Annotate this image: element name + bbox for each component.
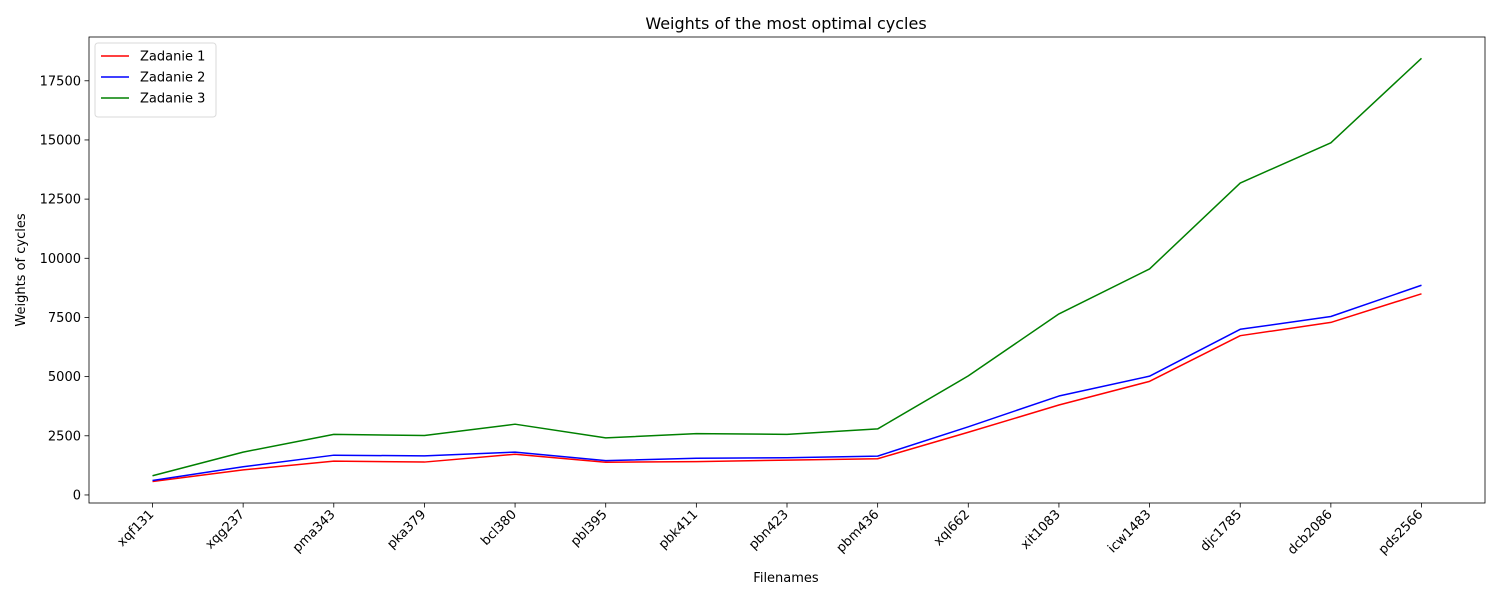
chart-title: Weights of the most optimal cycles — [645, 14, 926, 33]
y-tick-label: 5000 — [48, 370, 81, 385]
legend: Zadanie 1 Zadanie 2 Zadanie 3 — [94, 42, 217, 118]
y-axis: 0 2500 5000 7500 10000 12500 15000 17500 — [40, 74, 89, 503]
y-axis-title: Weights of cycles — [14, 213, 29, 326]
y-tick-label: 2500 — [48, 429, 81, 444]
y-tick-label: 10000 — [40, 252, 81, 267]
legend-label-2: Zadanie 2 — [140, 71, 205, 86]
y-tick-label: 7500 — [48, 311, 81, 326]
legend-label-1: Zadanie 1 — [140, 50, 205, 65]
y-tick-label: 0 — [73, 488, 81, 503]
series-line-2 — [152, 284, 1422, 482]
y-tick-label: 17500 — [40, 74, 81, 89]
y-tick-label: 15000 — [40, 133, 81, 148]
series-line-1 — [152, 293, 1422, 483]
y-tick-label: 12500 — [40, 193, 81, 208]
legend-label-3: Zadanie 3 — [140, 92, 205, 107]
series-line-3 — [152, 57, 1423, 477]
x-axis-title: Filenames — [753, 571, 819, 586]
